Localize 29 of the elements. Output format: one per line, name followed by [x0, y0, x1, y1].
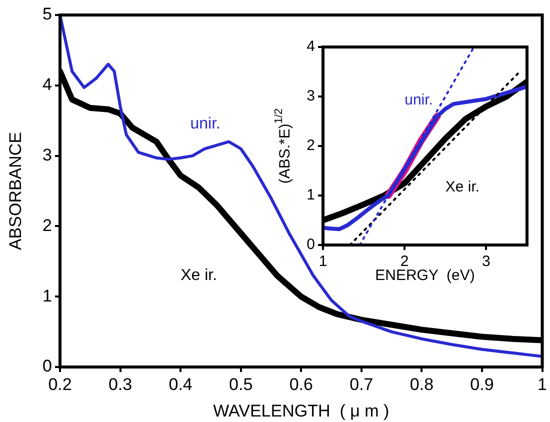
x-tick-label: 3 — [482, 253, 490, 270]
x-tick-label: 0.5 — [229, 374, 253, 394]
text: Xe ir. — [180, 266, 218, 284]
x-tick-label: 0.6 — [289, 374, 313, 394]
series-label: unir. — [190, 116, 220, 133]
y-tick-label: 0 — [306, 236, 315, 254]
series-label: unir. — [404, 92, 433, 109]
x-tick-label: 0.2 — [48, 374, 72, 394]
x-tick-label: 0.7 — [350, 374, 374, 394]
y-tick-label: 0 — [42, 356, 52, 376]
x-tick-label: 1 — [318, 253, 328, 270]
y-axis-title: ABSORBANCE — [6, 132, 26, 250]
y-axis-title: (ABS.*E)1/2 — [272, 108, 294, 184]
y-tick-label: 4 — [42, 75, 52, 94]
y-tick-label: 1 — [42, 286, 52, 306]
y-tick-label: 3 — [42, 145, 52, 164]
x-tick-label: 1 — [538, 374, 548, 394]
y-tick-label: 3 — [306, 88, 315, 105]
y-tick-label: 5 — [42, 4, 52, 24]
y-tick-label: 1 — [306, 186, 315, 204]
y-tick-label: 2 — [42, 216, 52, 235]
x-tick-label: 0.3 — [108, 374, 132, 394]
x-axis-title: WAVELENGTH ( μ m ) — [213, 401, 390, 420]
x-tick-label: 0.8 — [410, 374, 434, 394]
x-tick-label: 0.9 — [470, 374, 494, 394]
series-label: Xe ir. — [445, 178, 480, 196]
y-tick-label: 4 — [306, 38, 315, 56]
x-tick-label: 0.4 — [168, 374, 192, 394]
y-tick-label: 2 — [306, 137, 315, 154]
